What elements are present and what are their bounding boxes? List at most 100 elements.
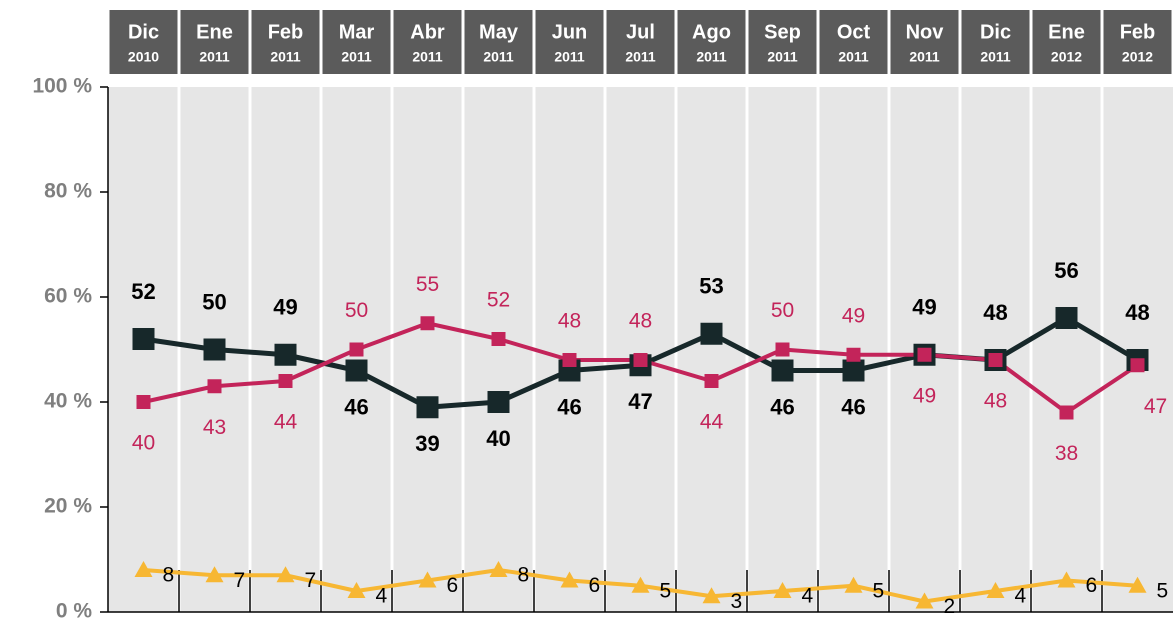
- data-label: 48: [984, 390, 1007, 413]
- marker: [702, 587, 721, 604]
- marker: [349, 342, 364, 357]
- data-label: 6: [1086, 574, 1098, 597]
- x-tick-year: 2011: [980, 49, 1011, 65]
- header-cell: [322, 10, 391, 74]
- data-label: 50: [345, 299, 368, 322]
- x-tick-year: 2012: [1122, 49, 1153, 65]
- data-label: 49: [842, 304, 865, 327]
- marker: [136, 395, 151, 409]
- data-label: 5: [873, 579, 885, 602]
- marker: [420, 316, 435, 331]
- marker: [1057, 571, 1076, 588]
- data-label: 48: [983, 300, 1007, 325]
- marker: [1128, 576, 1147, 593]
- header-cell: [1032, 10, 1101, 74]
- marker: [1055, 307, 1078, 329]
- data-label: 46: [770, 394, 794, 419]
- data-label: 48: [629, 310, 652, 333]
- marker: [418, 571, 437, 588]
- data-label: 7: [305, 569, 317, 592]
- y-tick-label: 100 %: [32, 75, 92, 98]
- x-tick-label: Feb: [268, 21, 304, 43]
- x-tick-year: 2010: [128, 49, 159, 65]
- x-tick-label: Dic: [128, 21, 159, 43]
- data-label: 50: [202, 289, 226, 314]
- x-tick-label: Jul: [626, 21, 655, 43]
- data-label: 52: [131, 279, 155, 304]
- data-label: 55: [416, 273, 439, 296]
- marker: [345, 359, 368, 382]
- marker: [704, 374, 719, 388]
- data-label: 44: [700, 411, 724, 434]
- header-cell: [251, 10, 320, 74]
- x-tick-label: Jun: [552, 21, 588, 43]
- marker: [771, 359, 794, 382]
- data-label: 3: [731, 590, 743, 613]
- x-tick-year: 2011: [270, 49, 301, 65]
- marker: [132, 328, 155, 350]
- marker: [631, 576, 650, 593]
- marker: [1130, 358, 1145, 373]
- y-tick-label: 60 %: [44, 285, 92, 308]
- x-tick-year: 2011: [696, 49, 727, 65]
- x-tick-label: May: [479, 21, 519, 43]
- header-cell: [890, 10, 959, 74]
- data-label: 49: [912, 295, 936, 320]
- marker: [491, 332, 506, 346]
- marker: [416, 396, 439, 419]
- x-tick-year: 2011: [341, 49, 372, 65]
- data-label: 48: [558, 310, 581, 333]
- marker: [203, 338, 226, 361]
- x-tick-label: Sep: [764, 21, 801, 43]
- data-label: 38: [1055, 442, 1078, 465]
- data-label: 44: [274, 411, 298, 434]
- x-tick-label: Mar: [339, 21, 375, 43]
- marker: [917, 347, 932, 362]
- marker: [915, 592, 934, 609]
- marker: [775, 342, 790, 357]
- y-tick-label: 80 %: [44, 180, 92, 203]
- data-label: 49: [273, 295, 297, 320]
- marker: [846, 347, 861, 362]
- header-cell: [109, 10, 178, 74]
- header-cell: [180, 10, 249, 74]
- data-label: 40: [132, 432, 155, 455]
- x-tick-label: Abr: [410, 21, 445, 43]
- data-label: 46: [557, 394, 581, 419]
- data-label: 6: [447, 574, 459, 597]
- header-cell: [819, 10, 888, 74]
- marker: [207, 379, 222, 394]
- marker: [1059, 405, 1074, 420]
- data-label: 4: [376, 585, 388, 608]
- x-tick-label: Nov: [906, 21, 945, 43]
- data-label: 53: [699, 274, 723, 299]
- x-tick-label: Ene: [1048, 21, 1085, 43]
- x-tick-year: 2011: [909, 49, 940, 65]
- data-label: 47: [1144, 395, 1167, 418]
- marker: [562, 353, 577, 367]
- data-label: 8: [518, 564, 530, 587]
- header-cell: [677, 10, 746, 74]
- x-tick-year: 2011: [412, 49, 443, 65]
- x-tick-label: Dic: [980, 21, 1011, 43]
- data-label: 8: [163, 564, 175, 587]
- data-label: 50: [771, 299, 794, 322]
- data-label: 46: [841, 394, 865, 419]
- data-label: 2: [944, 595, 956, 618]
- marker: [134, 561, 153, 577]
- x-tick-label: Oct: [837, 21, 871, 43]
- data-label: 43: [203, 416, 226, 439]
- header-cell: [535, 10, 604, 74]
- data-label: 49: [913, 384, 936, 407]
- x-tick-year: 2011: [625, 49, 656, 65]
- marker: [633, 353, 648, 367]
- marker: [489, 561, 508, 577]
- data-label: 39: [415, 431, 439, 456]
- marker: [844, 576, 863, 593]
- marker: [274, 343, 297, 366]
- marker: [773, 582, 792, 598]
- x-tick-year: 2011: [767, 49, 798, 65]
- data-label: 48: [1125, 300, 1149, 325]
- data-label: 4: [802, 585, 814, 608]
- marker: [842, 359, 865, 382]
